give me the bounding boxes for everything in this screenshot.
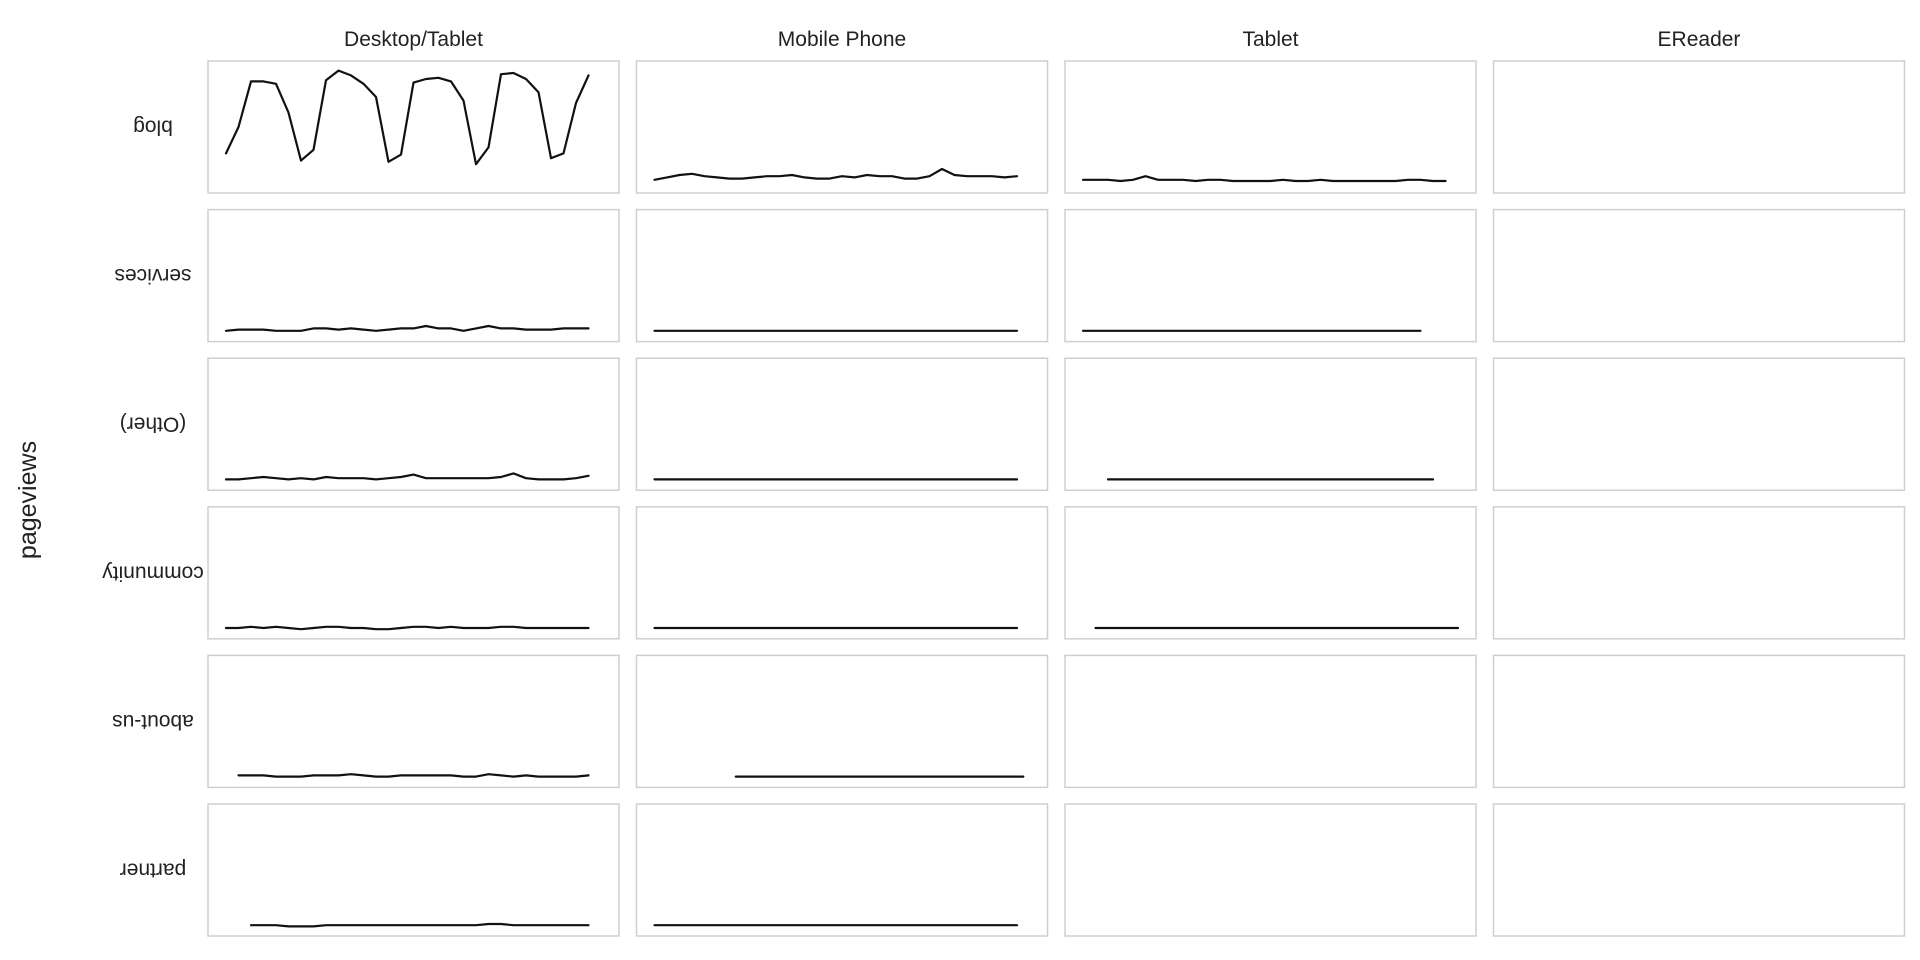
- panel-frame: [1064, 60, 1477, 194]
- panel-frame: [1492, 803, 1906, 937]
- panel-frame: [207, 803, 620, 937]
- panel-frame: [207, 208, 620, 343]
- panel-frame: [635, 803, 1049, 937]
- panel-frame: [1064, 654, 1477, 789]
- panel-partner-ereader: [1492, 803, 1906, 937]
- panel-frame: [635, 654, 1049, 789]
- series-line-about-us-desktop-tablet: [237, 773, 590, 778]
- panel-grid: [207, 60, 1906, 937]
- panel-about-us-tablet: [1064, 654, 1477, 789]
- column-label-mobile-phone: Mobile Phone: [778, 28, 906, 51]
- panel-blog-mobile-phone: [635, 60, 1049, 194]
- series-line-community-desktop-tablet: [224, 625, 590, 631]
- panel-frame: [207, 60, 620, 194]
- series-line-services-desktop-tablet: [224, 324, 590, 332]
- column-label-ereader: EReader: [1658, 28, 1741, 51]
- panel-community-mobile-phone: [635, 506, 1049, 640]
- panel-frame: [1064, 803, 1477, 937]
- panel-frame: [1064, 208, 1477, 343]
- column-headers: Desktop/Tablet Mobile Phone Tablet EReader: [344, 28, 1740, 51]
- series-line-blog-tablet: [1081, 175, 1447, 183]
- panel-frame: [207, 506, 620, 640]
- panel-services-mobile-phone: [635, 208, 1049, 343]
- panel-frame: [635, 208, 1049, 343]
- panel-frame: [207, 357, 620, 491]
- panel-partner-tablet: [1064, 803, 1477, 937]
- y-axis-title: pageviews: [14, 441, 42, 559]
- series-line-partner-desktop-tablet: [249, 922, 590, 928]
- panel-other-desktop-tablet: [207, 357, 620, 491]
- panel-frame: [1492, 208, 1906, 343]
- row-label-other: (Other): [120, 413, 187, 436]
- series-line-blog-desktop-tablet: [224, 69, 590, 166]
- panel-community-desktop-tablet: [207, 506, 620, 640]
- panel-frame: [635, 60, 1049, 194]
- row-label-partner: partner: [120, 859, 187, 882]
- series-line-other-desktop-tablet: [224, 472, 590, 481]
- panel-frame: [635, 357, 1049, 491]
- panel-frame: [1492, 654, 1906, 789]
- row-label-services: services: [114, 264, 191, 287]
- panel-frame: [207, 654, 620, 789]
- panel-frame: [635, 506, 1049, 640]
- panel-frame: [1492, 506, 1906, 640]
- column-label-tablet: Tablet: [1242, 28, 1298, 51]
- panel-other-tablet: [1064, 357, 1477, 491]
- panel-blog-ereader: [1492, 60, 1906, 194]
- panel-other-ereader: [1492, 357, 1906, 491]
- series-line-blog-mobile-phone: [653, 167, 1019, 181]
- panel-services-desktop-tablet: [207, 208, 620, 343]
- panel-frame: [1492, 60, 1906, 194]
- panel-partner-mobile-phone: [635, 803, 1049, 937]
- panel-services-tablet: [1064, 208, 1477, 343]
- panel-blog-tablet: [1064, 60, 1477, 194]
- row-label-about-us: about-us: [112, 710, 194, 733]
- panel-services-ereader: [1492, 208, 1906, 343]
- panel-other-mobile-phone: [635, 357, 1049, 491]
- panel-about-us-ereader: [1492, 654, 1906, 789]
- row-label-blog: blog: [133, 116, 173, 139]
- row-label-community: community: [102, 561, 204, 584]
- panel-frame: [1064, 506, 1477, 640]
- panel-frame: [1492, 357, 1906, 491]
- panel-blog-desktop-tablet: [207, 60, 620, 194]
- panel-partner-desktop-tablet: [207, 803, 620, 937]
- panel-about-us-desktop-tablet: [207, 654, 620, 789]
- panel-community-ereader: [1492, 506, 1906, 640]
- column-label-desktop-tablet: Desktop/Tablet: [344, 28, 483, 51]
- panel-frame: [1064, 357, 1477, 491]
- panel-about-us-mobile-phone: [635, 654, 1049, 789]
- panel-community-tablet: [1064, 506, 1477, 640]
- row-headers: blog services (Other) community about-us part…: [102, 116, 204, 882]
